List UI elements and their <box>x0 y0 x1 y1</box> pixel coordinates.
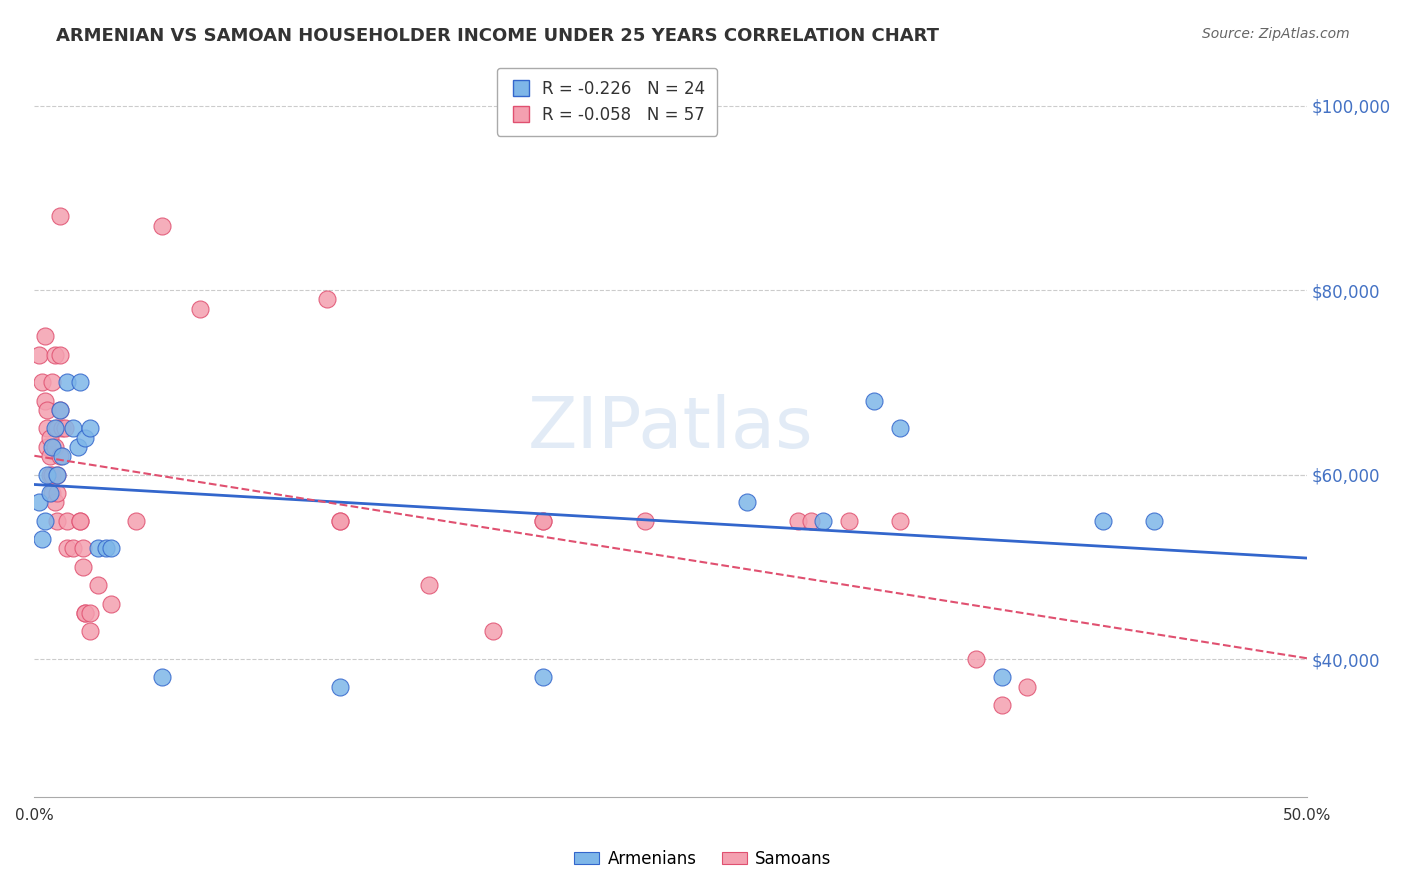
Point <box>533 514 555 528</box>
Point <box>72 559 94 574</box>
Point <box>34 514 56 528</box>
Point <box>46 421 69 435</box>
Point <box>41 486 63 500</box>
Text: ARMENIAN VS SAMOAN HOUSEHOLDER INCOME UNDER 25 YEARS CORRELATION CHART: ARMENIAN VS SAMOAN HOUSEHOLDER INCOME UN… <box>56 27 939 45</box>
Point <box>889 421 911 435</box>
Point <box>150 219 173 233</box>
Point <box>79 606 101 620</box>
Text: Source: ZipAtlas.com: Source: ZipAtlas.com <box>1202 27 1350 41</box>
Point <box>41 376 63 390</box>
Point <box>51 421 73 435</box>
Point <box>735 495 758 509</box>
Point <box>56 376 79 390</box>
Point <box>53 421 76 435</box>
Point <box>51 449 73 463</box>
Point <box>31 532 53 546</box>
Point <box>813 514 835 528</box>
Point <box>418 578 440 592</box>
Point <box>838 514 860 528</box>
Point <box>44 421 66 435</box>
Point <box>787 514 810 528</box>
Point <box>79 421 101 435</box>
Legend: R = -0.226   N = 24, R = -0.058   N = 57: R = -0.226 N = 24, R = -0.058 N = 57 <box>498 68 717 136</box>
Point <box>37 421 59 435</box>
Point <box>1015 680 1038 694</box>
Point <box>37 467 59 482</box>
Point <box>329 514 352 528</box>
Point <box>34 329 56 343</box>
Point <box>75 431 97 445</box>
Point <box>46 514 69 528</box>
Point <box>34 393 56 408</box>
Point <box>41 440 63 454</box>
Point <box>533 514 555 528</box>
Point <box>100 541 122 556</box>
Point <box>125 514 148 528</box>
Point <box>41 467 63 482</box>
Point <box>49 348 72 362</box>
Point <box>38 467 60 482</box>
Point <box>44 495 66 509</box>
Point <box>481 624 503 639</box>
Point <box>87 541 110 556</box>
Point <box>46 467 69 482</box>
Legend: Armenians, Samoans: Armenians, Samoans <box>568 844 838 875</box>
Point <box>37 403 59 417</box>
Point <box>69 514 91 528</box>
Point <box>800 514 823 528</box>
Point <box>38 449 60 463</box>
Point <box>1143 514 1166 528</box>
Point <box>31 376 53 390</box>
Point <box>150 671 173 685</box>
Point <box>46 486 69 500</box>
Point <box>316 293 339 307</box>
Point <box>28 348 51 362</box>
Point <box>69 514 91 528</box>
Point <box>889 514 911 528</box>
Point <box>66 440 89 454</box>
Point <box>1092 514 1115 528</box>
Point <box>965 652 987 666</box>
Point <box>75 606 97 620</box>
Point <box>62 541 84 556</box>
Point <box>72 541 94 556</box>
Point <box>990 698 1012 713</box>
Point <box>329 514 352 528</box>
Point <box>863 393 886 408</box>
Point <box>37 440 59 454</box>
Point <box>62 421 84 435</box>
Point <box>94 541 117 556</box>
Point <box>56 541 79 556</box>
Point <box>49 449 72 463</box>
Point <box>533 671 555 685</box>
Point <box>69 376 91 390</box>
Point <box>44 440 66 454</box>
Point <box>44 348 66 362</box>
Point <box>79 624 101 639</box>
Point <box>188 301 211 316</box>
Point <box>49 403 72 417</box>
Point <box>49 210 72 224</box>
Point <box>49 403 72 417</box>
Point <box>38 431 60 445</box>
Point <box>38 486 60 500</box>
Text: ZIPatlas: ZIPatlas <box>527 394 814 463</box>
Point <box>634 514 657 528</box>
Point <box>46 467 69 482</box>
Point <box>75 606 97 620</box>
Point <box>28 495 51 509</box>
Point <box>329 680 352 694</box>
Point <box>100 597 122 611</box>
Point <box>990 671 1012 685</box>
Point <box>56 514 79 528</box>
Point <box>87 578 110 592</box>
